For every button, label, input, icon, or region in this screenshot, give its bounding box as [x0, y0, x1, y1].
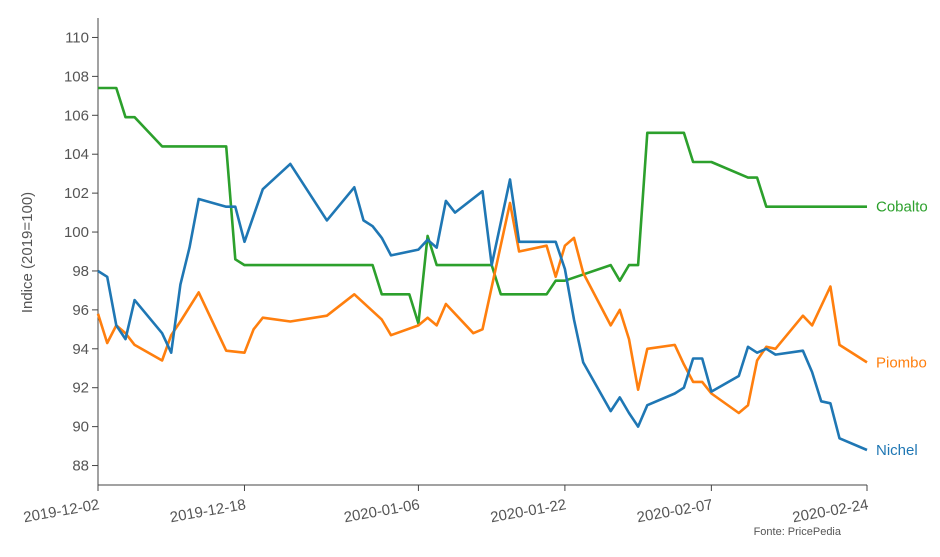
series-line-nichel: [97, 162, 868, 452]
x-tick-label: 2020-02-07: [636, 496, 715, 526]
y-tick-label: 110: [65, 29, 89, 46]
y-tick-label: 92: [72, 380, 89, 397]
series-label-cobalto: Cobalto: [876, 199, 928, 216]
x-tick-label: 2020-01-06: [343, 496, 422, 526]
y-tick-label: 106: [64, 107, 89, 124]
x-axis: 2019-12-02 2019-12-18 2020-01-06 2020-01-22…: [22, 484, 870, 526]
y-tick-label: 88: [72, 458, 89, 475]
series-label-piombo: Piombo: [876, 354, 927, 371]
series-line-piombo: [96, 201, 868, 415]
x-tick-label: 2019-12-18: [169, 496, 248, 526]
series-line-cobalto: [98, 86, 867, 325]
y-axis: 88 90 92 94 96 98 100 102 104 106 108 110: [64, 18, 99, 485]
y-tick-label: 100: [64, 224, 89, 241]
y-tick-label: 96: [72, 302, 89, 319]
series-group: Cobalto Piombo Nichel: [96, 86, 928, 459]
x-tick-label: 2020-02-24: [791, 496, 870, 526]
x-tick-label: 2020-01-22: [489, 496, 568, 526]
y-tick-label: 102: [64, 185, 89, 202]
y-tick-label: 90: [72, 419, 89, 436]
series-label-nichel: Nichel: [876, 442, 918, 459]
source-note: Fonte: PricePedia: [754, 526, 842, 538]
y-axis-title: Indice (2019=100): [19, 192, 36, 313]
y-tick-label: 94: [72, 341, 89, 358]
y-tick-label: 98: [72, 263, 89, 280]
y-tick-label: 108: [64, 68, 89, 85]
x-tick-label: 2019-12-02: [22, 496, 101, 526]
y-tick-label: 104: [64, 146, 89, 163]
